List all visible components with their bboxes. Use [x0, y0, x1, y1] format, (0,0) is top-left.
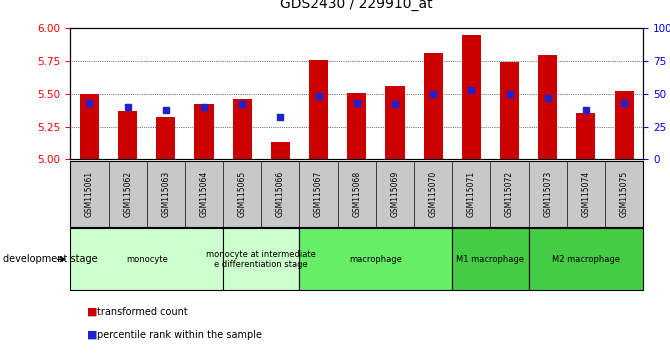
- Point: [161, 107, 172, 112]
- Point: [275, 115, 285, 120]
- Point: [542, 95, 553, 101]
- Point: [580, 107, 591, 112]
- Bar: [614, 91, 634, 159]
- Point: [237, 102, 247, 107]
- Bar: [423, 53, 443, 159]
- Bar: [347, 92, 366, 159]
- Text: monocyte at intermediate
e differentiation stage: monocyte at intermediate e differentiati…: [206, 250, 316, 269]
- Text: GSM115074: GSM115074: [582, 171, 590, 217]
- Point: [504, 91, 515, 97]
- Text: GSM115066: GSM115066: [276, 171, 285, 217]
- Point: [84, 100, 95, 106]
- Bar: [462, 35, 481, 159]
- Point: [427, 91, 438, 97]
- Text: M2 macrophage: M2 macrophage: [552, 255, 620, 264]
- Text: GSM115072: GSM115072: [505, 171, 514, 217]
- Text: ■: ■: [87, 307, 98, 316]
- Point: [466, 87, 476, 93]
- Text: GSM115062: GSM115062: [123, 171, 132, 217]
- Bar: [194, 104, 214, 159]
- Text: GSM115065: GSM115065: [238, 171, 247, 217]
- Text: GSM115067: GSM115067: [314, 171, 323, 217]
- Text: ■: ■: [87, 330, 98, 339]
- Text: GSM115064: GSM115064: [200, 171, 208, 217]
- Bar: [80, 94, 99, 159]
- Point: [198, 104, 209, 110]
- Point: [389, 102, 400, 107]
- Text: development stage: development stage: [3, 254, 98, 264]
- Bar: [118, 111, 137, 159]
- Text: GSM115069: GSM115069: [391, 171, 399, 217]
- Text: GSM115070: GSM115070: [429, 171, 438, 217]
- Text: GSM115068: GSM115068: [352, 171, 361, 217]
- Bar: [309, 60, 328, 159]
- Text: GSM115061: GSM115061: [85, 171, 94, 217]
- Bar: [500, 62, 519, 159]
- Text: macrophage: macrophage: [350, 255, 402, 264]
- Bar: [232, 99, 252, 159]
- Text: GSM115063: GSM115063: [161, 171, 170, 217]
- Text: GDS2430 / 229910_at: GDS2430 / 229910_at: [281, 0, 433, 11]
- Text: GSM115071: GSM115071: [467, 171, 476, 217]
- Point: [122, 104, 133, 110]
- Bar: [576, 113, 596, 159]
- Text: GSM115075: GSM115075: [620, 171, 628, 217]
- Bar: [385, 86, 405, 159]
- Text: GSM115073: GSM115073: [543, 171, 552, 217]
- Text: monocyte: monocyte: [126, 255, 168, 264]
- Bar: [538, 55, 557, 159]
- Bar: [156, 118, 176, 159]
- Point: [618, 100, 629, 106]
- Point: [313, 93, 324, 99]
- Point: [351, 100, 362, 106]
- Text: M1 macrophage: M1 macrophage: [456, 255, 525, 264]
- Bar: [271, 142, 290, 159]
- Text: transformed count: transformed count: [97, 307, 188, 316]
- Text: percentile rank within the sample: percentile rank within the sample: [97, 330, 262, 339]
